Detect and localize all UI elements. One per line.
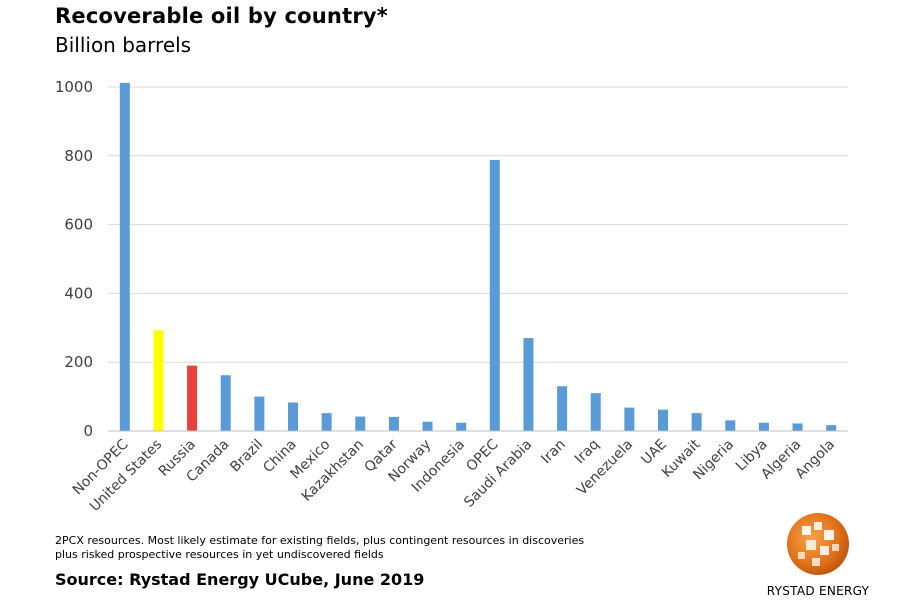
bar-iraq: [590, 393, 601, 431]
rystad-logo: RYSTAD ENERGY: [758, 508, 878, 598]
bar-china: [288, 402, 298, 431]
footnote: 2PCX resources. Most likely estimate for…: [55, 534, 655, 562]
bar-iran: [557, 386, 568, 431]
y-tick-label: 1000: [55, 78, 93, 96]
y-tick-label: 0: [83, 422, 93, 440]
bar-kazakhstan: [355, 416, 366, 431]
chart-subtitle: Billion barrels: [55, 33, 192, 57]
gridlines: [108, 86, 848, 363]
chart-title: Recoverable oil by country*: [55, 4, 388, 28]
y-tick-label: 200: [64, 353, 93, 371]
bar-canada: [220, 375, 231, 431]
bar-kuwait: [691, 413, 702, 431]
x-tick-label: Brazil: [227, 437, 266, 476]
bar-nigeria: [725, 420, 736, 431]
bar-brazil: [254, 396, 265, 431]
footnote-line-2: plus risked prospective resources in yet…: [55, 548, 384, 561]
bar-algeria: [792, 423, 803, 431]
x-tick-label: Iran: [538, 437, 569, 468]
y-axis-ticks: 0 200 400 600 800 1000: [55, 78, 93, 440]
bar-indonesia: [456, 422, 467, 431]
bar-libya: [758, 422, 769, 431]
y-tick-label: 600: [64, 216, 93, 234]
bar-mexico: [321, 413, 332, 431]
bar-saudi-arabia: [523, 338, 534, 431]
bar-russia: [187, 365, 198, 431]
bar-non-opec: [119, 82, 130, 431]
y-tick-label: 400: [64, 284, 93, 302]
bar-opec: [489, 159, 500, 432]
bar-angola: [826, 425, 837, 431]
footnote-line-1: 2PCX resources. Most likely estimate for…: [55, 534, 585, 547]
bar-uae: [658, 409, 668, 431]
bar-qatar: [388, 416, 399, 431]
source-note: Source: Rystad Energy UCube, June 2019: [55, 570, 425, 589]
logo-text: RYSTAD ENERGY: [766, 584, 870, 598]
bar-norway: [422, 421, 433, 431]
globe-logo-icon: [787, 513, 849, 575]
y-tick-label: 800: [64, 147, 93, 165]
bars: [119, 82, 837, 432]
bar-united-states: [153, 330, 164, 431]
bar-venezuela: [624, 407, 635, 431]
